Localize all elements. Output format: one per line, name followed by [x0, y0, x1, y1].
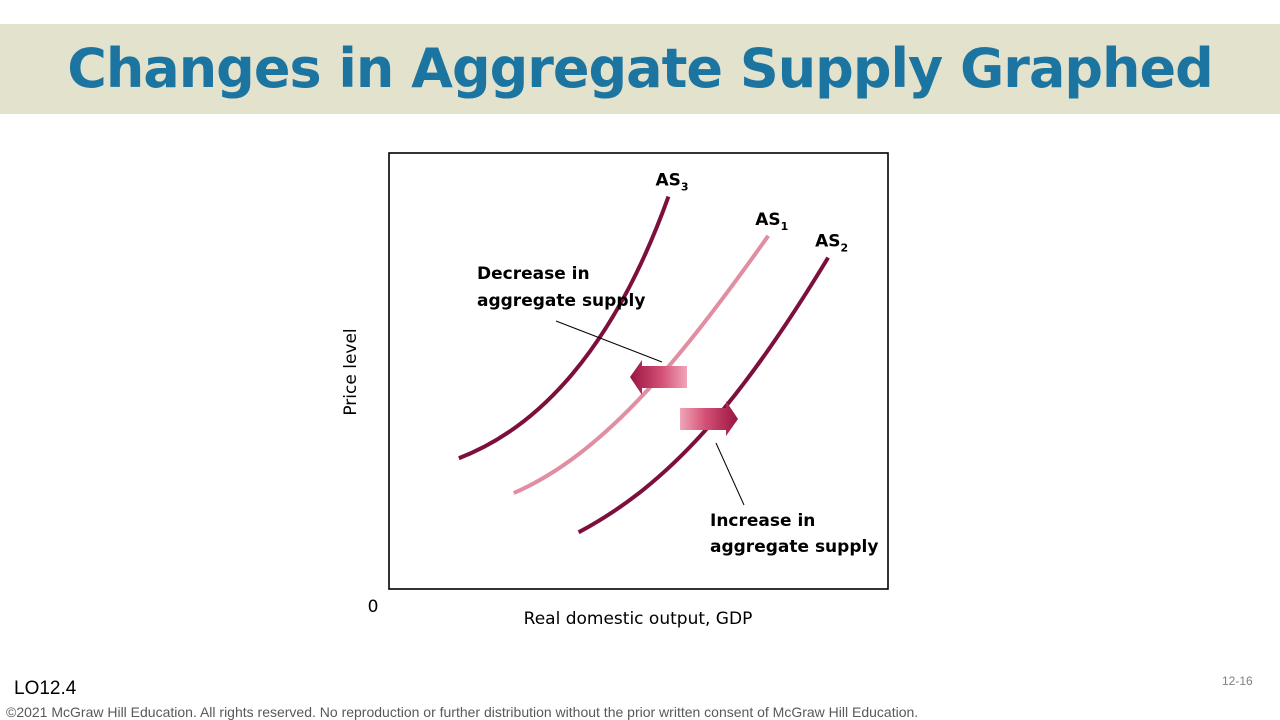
as-curve-3	[458, 195, 671, 461]
as-curve-label-2: AS2	[815, 232, 848, 255]
copyright-notice: ©2021 McGraw Hill Education. All rights …	[6, 704, 919, 720]
increase-arrow	[680, 401, 738, 436]
slide-title: Changes in Aggregate Supply Graphed	[67, 37, 1214, 100]
as-curve-2	[577, 256, 830, 535]
learning-objective: LO12.4	[14, 678, 77, 699]
y-axis-label: Price level	[341, 328, 361, 415]
decrease-label-line1: Decrease in	[477, 264, 590, 284]
slide-number: 12-16	[1222, 674, 1253, 688]
curves-layer	[458, 195, 830, 535]
curve-labels-layer: AS3 AS1 AS2	[655, 171, 848, 255]
x-axis-label: Real domestic output, GDP	[524, 609, 753, 629]
as-curve-1	[512, 234, 770, 495]
increase-label-line1: Increase in	[710, 511, 815, 531]
increase-leader-line	[715, 442, 745, 506]
title-band	[0, 24, 1280, 114]
increase-label-line2: aggregate supply	[710, 537, 878, 557]
decrease-arrow	[630, 360, 687, 395]
as-curve-label-3: AS3	[655, 171, 688, 194]
decrease-leader-line	[555, 320, 663, 363]
plot-frame	[388, 152, 889, 590]
origin-label: 0	[368, 597, 379, 617]
decrease-label-line2: aggregate supply	[477, 291, 645, 311]
as-curve-label-1: AS1	[755, 210, 788, 233]
